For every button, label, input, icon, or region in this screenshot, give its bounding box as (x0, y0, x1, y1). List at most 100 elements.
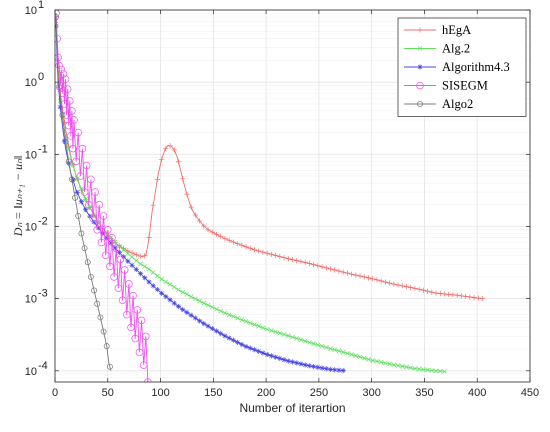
data-point (57, 104, 63, 110)
data-point (56, 81, 65, 90)
data-point (93, 226, 101, 234)
data-point (121, 247, 126, 253)
legend-label: hEgA (442, 23, 471, 37)
data-point (425, 288, 431, 294)
data-point (294, 360, 300, 366)
data-point (273, 252, 279, 259)
data-point (383, 360, 388, 366)
data-point (218, 233, 224, 240)
data-point (163, 145, 169, 152)
data-point (332, 267, 338, 273)
data-point (391, 362, 397, 368)
data-point (417, 27, 423, 33)
data-point (133, 306, 142, 314)
data-point (239, 242, 245, 248)
data-point (154, 286, 160, 293)
data-point (127, 323, 135, 332)
data-point (454, 292, 460, 298)
data-point (72, 194, 79, 201)
series-line (55, 25, 346, 372)
data-point (116, 255, 125, 264)
data-point (353, 272, 359, 278)
y-tick-exponent: -2 (38, 215, 48, 227)
x-tick-label: 250 (310, 387, 328, 399)
y-tick-exponent: -4 (38, 360, 48, 372)
data-point (243, 319, 249, 324)
data-point (222, 333, 228, 339)
data-point (63, 85, 72, 93)
data-point (213, 231, 220, 237)
data-point (361, 355, 367, 361)
data-point (121, 254, 127, 260)
series-line (55, 21, 446, 373)
data-point (91, 287, 98, 294)
data-point (55, 61, 63, 70)
data-point (167, 282, 173, 287)
data-point (302, 338, 308, 344)
data-point (69, 144, 77, 153)
data-point (230, 337, 236, 343)
data-point (171, 147, 177, 153)
data-point (425, 367, 430, 373)
data-point (467, 294, 473, 300)
data-point (285, 333, 291, 339)
data-point (463, 293, 469, 300)
data-point (365, 275, 372, 281)
data-point (146, 266, 152, 272)
data-point (247, 345, 253, 351)
series-line (55, 16, 112, 371)
data-point (100, 328, 107, 335)
y-tick-exponent: 0 (38, 71, 44, 83)
data-point (201, 321, 207, 327)
data-point (79, 186, 84, 192)
legend-entry: SISEGM (404, 79, 488, 93)
data-point (340, 269, 346, 275)
legend-entry: hEgA (404, 23, 471, 37)
data-point (323, 265, 329, 271)
data-point (289, 257, 296, 263)
data-point (61, 138, 68, 144)
data-point (264, 326, 270, 332)
legend-entry: Algo2 (404, 97, 473, 111)
data-point (336, 348, 342, 354)
data-point (327, 366, 334, 372)
data-point (421, 367, 426, 372)
data-point (311, 261, 317, 268)
data-point (139, 361, 148, 369)
data-point (260, 325, 266, 331)
y-tick-label: 10 (25, 5, 37, 17)
data-point (256, 348, 262, 354)
data-point (184, 309, 190, 316)
data-point (155, 273, 160, 279)
data-point (101, 251, 110, 259)
data-point (349, 271, 355, 277)
data-point (106, 363, 113, 370)
data-point (222, 310, 228, 316)
data-point (70, 177, 76, 183)
legend-label: Algo2 (442, 97, 473, 111)
data-point (85, 201, 93, 209)
data-point (188, 294, 194, 299)
x-tick-label: 200 (257, 387, 275, 399)
data-point (311, 363, 317, 370)
legend-entry: Algorithm4.3 (404, 60, 510, 74)
data-point (264, 351, 270, 358)
data-point (146, 279, 152, 285)
data-point (180, 289, 186, 295)
x-tick-label: 450 (521, 387, 539, 399)
data-point (65, 158, 72, 165)
data-point (116, 249, 122, 256)
data-point (209, 325, 215, 332)
data-point (146, 234, 152, 241)
data-point (87, 273, 94, 280)
data-point (298, 361, 304, 367)
data-point (103, 343, 110, 350)
data-point (247, 245, 253, 251)
data-point (87, 205, 93, 210)
data-point (188, 204, 194, 210)
data-point (391, 281, 397, 287)
data-point (285, 358, 291, 364)
data-point (137, 253, 144, 259)
data-point (142, 332, 150, 341)
